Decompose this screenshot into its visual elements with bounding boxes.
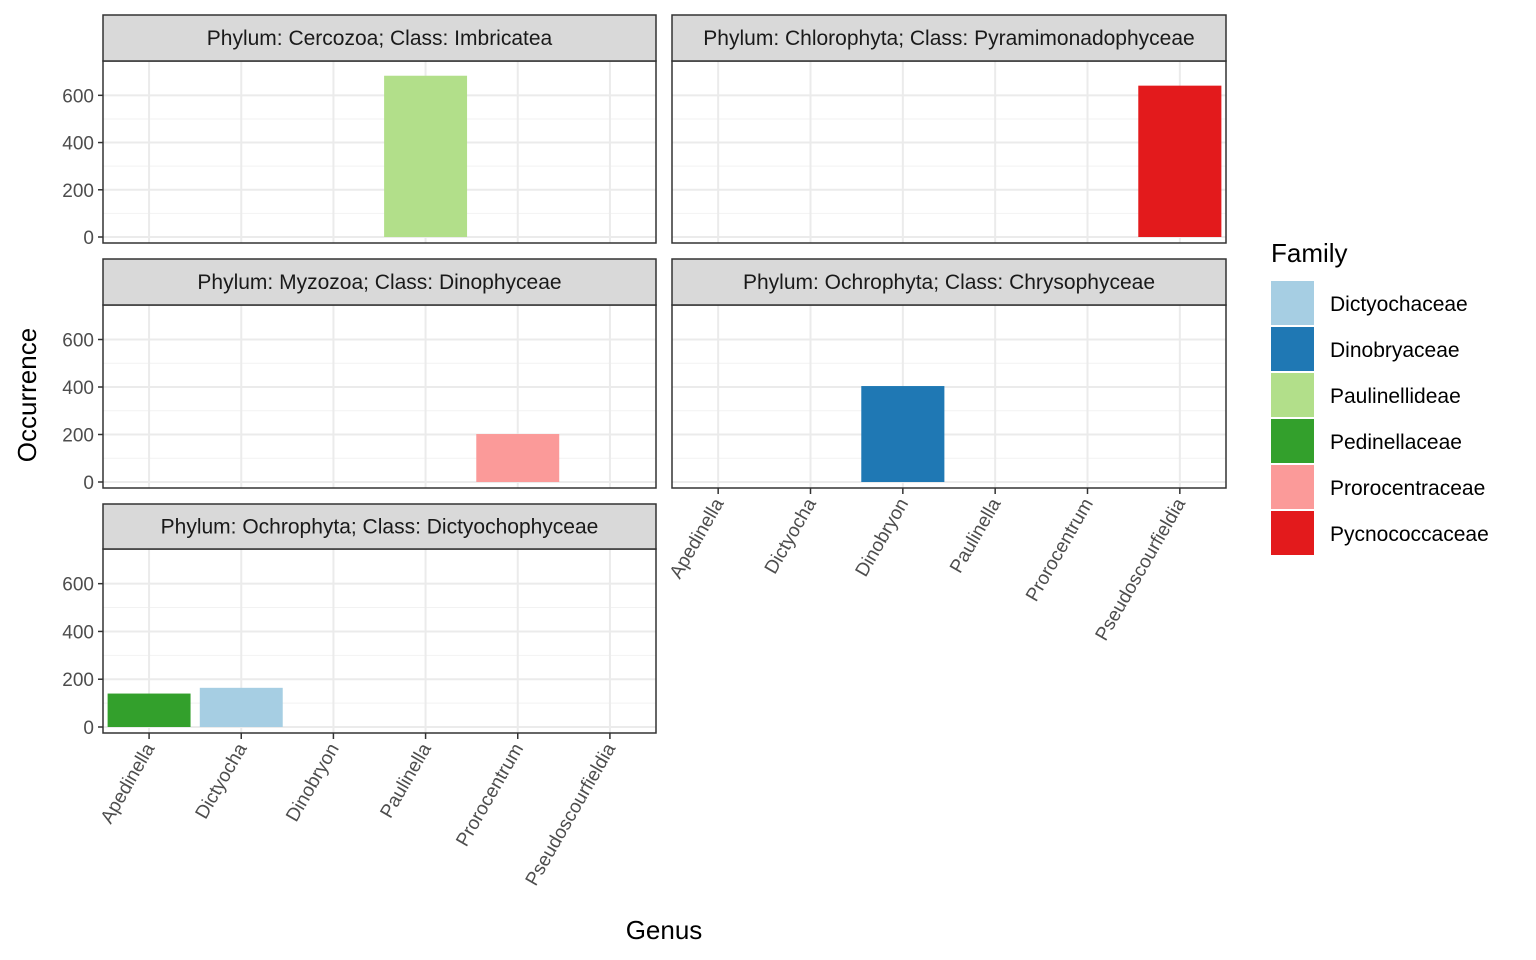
x-tick-label: Dinobryon [852,495,913,581]
x-tick-label: Paulinella [946,495,1006,577]
y-tick-label: 0 [83,228,94,249]
legend-label: Dinobryaceae [1330,339,1460,362]
bar-pseudoscourfieldia [1138,85,1222,238]
panel-background [103,549,656,733]
legend-key [1271,373,1314,417]
legend-label: Paulinellideae [1330,385,1461,408]
facet-strip-label: Phylum: Myzozoa; Class: Dinophyceae [197,271,561,294]
facet-panel: Phylum: Ochrophyta; Class: Chrysophyceae… [666,258,1227,645]
y-tick-label: 200 [62,181,94,202]
panel-background [103,305,656,488]
facet-panel: Phylum: Cercozoa; Class: Imbricatea 0 200 4… [62,14,657,249]
y-tick-label: 600 [62,331,94,352]
x-tick-label: Pseudoscourfieldia [522,740,621,890]
legend-key [1271,327,1314,371]
bar-paulinella [384,75,468,237]
y-axis-title: Occurrence [12,328,42,462]
panel-background [672,61,1226,243]
legend-label: Pycnococcaceae [1330,523,1489,546]
y-tick-label: 400 [62,134,94,155]
legend-key [1271,419,1314,463]
y-tick-label: 600 [62,86,94,107]
x-tick-label: Dictyocha [192,740,252,823]
facet-panel: Phylum: Myzozoa; Class: Dinophyceae 0 200 4… [62,258,657,494]
y-tick-label: 400 [62,622,94,643]
facet-panels: Phylum: Cercozoa; Class: Imbricatea 0 200 4… [62,14,1227,890]
facet-panel: Phylum: Chlorophyta; Class: Pyramimonado… [671,14,1227,244]
bar-apedinella [107,693,191,727]
panel-background [103,61,656,243]
facet-strip-label: Phylum: Cercozoa; Class: Imbricatea [207,27,553,50]
facet-strip-label: Phylum: Ochrophyta; Class: Chrysophyceae [743,271,1155,294]
facet-strip [102,258,657,306]
legend-key [1271,511,1314,555]
panel-background [672,305,1226,488]
x-tick-label: Apedinella [666,495,729,583]
facet-strip [671,258,1227,306]
legend-label: Pedinellaceae [1330,431,1462,454]
x-tick-label: Prorocentrum [1022,495,1098,605]
bar-dinobryon [861,386,945,482]
legend: Family Dictyochaceae Dinobryaceae Paulinel… [1271,238,1489,555]
bar-dictyocha [199,687,283,727]
legend-key [1271,465,1314,509]
x-tick-label: Dinobryon [282,740,343,826]
facet-strip [671,14,1227,62]
legend-label: Dictyochaceae [1330,293,1468,316]
facet-strip-label: Phylum: Chlorophyta; Class: Pyramimonado… [703,27,1194,50]
y-tick-label: 600 [62,575,94,596]
x-tick-label: Apedinella [97,740,160,828]
y-tick-label: 200 [62,426,94,447]
y-tick-label: 400 [62,378,94,399]
x-axis-title: Genus [626,915,703,945]
facet-strip [102,503,657,550]
legend-key [1271,281,1314,325]
x-tick-label: Pseudoscourfieldia [1092,495,1191,645]
facet-strip-label: Phylum: Ochrophyta; Class: Dictyochophyc… [161,516,599,539]
y-tick-label: 200 [62,670,94,691]
facet-panel: Phylum: Ochrophyta; Class: Dictyochophyc… [62,503,657,890]
x-tick-label: Paulinella [377,740,437,822]
legend-label: Prorocentraceae [1330,477,1485,500]
x-tick-label: Dictyocha [761,495,821,578]
facet-strip [102,14,657,62]
bar-prorocentrum [476,434,560,482]
y-tick-label: 0 [83,473,94,494]
y-tick-label: 0 [83,718,94,739]
legend-title: Family [1271,238,1348,268]
x-tick-label: Prorocentrum [452,740,528,850]
